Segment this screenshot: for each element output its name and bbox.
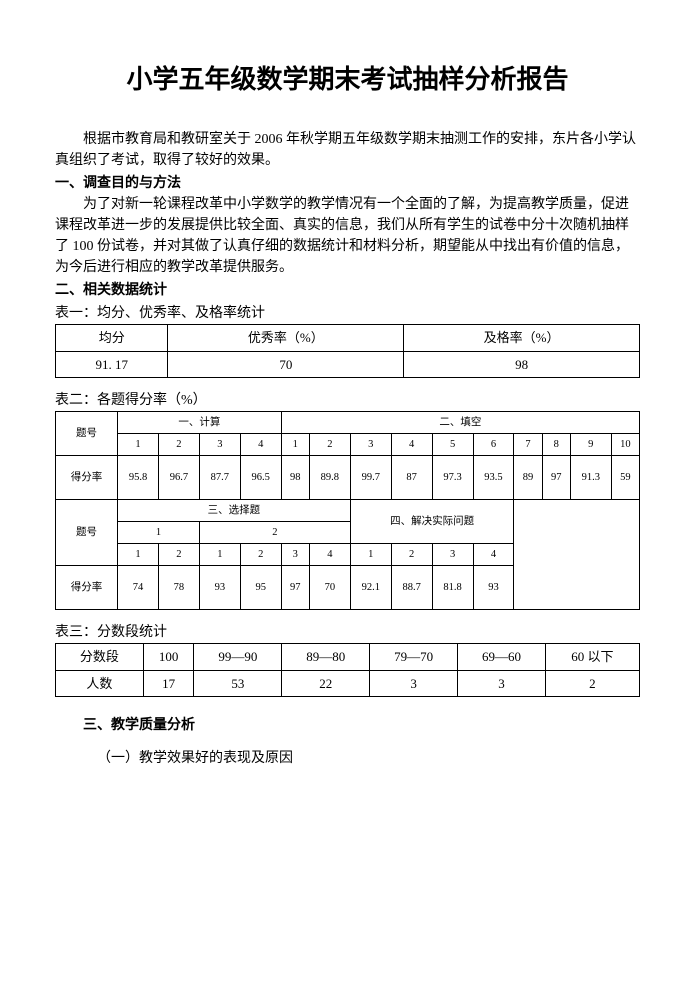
- table-row: 题号 一、计算 二、填空: [56, 412, 640, 434]
- th-avg: 均分: [56, 325, 168, 352]
- td-excellent: 70: [168, 351, 404, 378]
- intro-paragraph: 根据市教育局和教研室关于 2006 年秋学期五年级数学期末抽测工作的安排，东片各…: [55, 129, 640, 171]
- section1-body: 为了对新一轮课程改革中小学数学的教学情况有一个全面的了解，为提高教学质量，促进课…: [55, 194, 640, 278]
- group-calc: 一、计算: [118, 412, 282, 434]
- rowhead-scorerate2: 得分率: [56, 566, 118, 610]
- rowhead-scorerate: 得分率: [56, 456, 118, 500]
- table-row: 91. 17 70 98: [56, 351, 640, 378]
- table-row: 1 2 3 4 1 2 3 4 5 6 7 8 9 10: [56, 434, 640, 456]
- table3: 分数段 100 99—90 89—80 79—70 69—60 60 以下 人数…: [55, 643, 640, 697]
- table-row: 得分率 95.8 96.7 87.7 96.5 98 89.8 99.7 87 …: [56, 456, 640, 500]
- group-solve: 四、解决实际问题: [350, 500, 514, 544]
- td-avg: 91. 17: [56, 351, 168, 378]
- table-row: 均分 优秀率（%） 及格率（%）: [56, 325, 640, 352]
- th-pass: 及格率（%）: [404, 325, 640, 352]
- table1: 均分 优秀率（%） 及格率（%） 91. 17 70 98: [55, 324, 640, 378]
- group-choice: 三、选择题: [118, 500, 351, 522]
- section2-title: 二、相关数据统计: [55, 280, 640, 301]
- td-pass: 98: [404, 351, 640, 378]
- empty-cell: [514, 500, 640, 610]
- rowhead-questionno: 题号: [56, 412, 118, 456]
- rowhead-questionno2: 题号: [56, 500, 118, 566]
- th-excellent: 优秀率（%）: [168, 325, 404, 352]
- th-count: 人数: [56, 670, 144, 697]
- table-row: 人数 17 53 22 3 3 2: [56, 670, 640, 697]
- table2-caption: 表二：各题得分率（%）: [55, 390, 640, 411]
- section1-title: 一、调查目的与方法: [55, 173, 640, 194]
- group-fill: 二、填空: [281, 412, 639, 434]
- th-range: 分数段: [56, 644, 144, 671]
- page-title: 小学五年级数学期末考试抽样分析报告: [55, 60, 640, 99]
- table1-caption: 表一：均分、优秀率、及格率统计: [55, 303, 640, 324]
- table2: 题号 一、计算 二、填空 1 2 3 4 1 2 3 4 5 6 7 8 9 1…: [55, 411, 640, 610]
- table-row: 题号 三、选择题 四、解决实际问题: [56, 500, 640, 522]
- table-row: 分数段 100 99—90 89—80 79—70 69—60 60 以下: [56, 644, 640, 671]
- section3-sub1: （一）教学效果好的表现及原因: [55, 748, 640, 769]
- table3-caption: 表三：分数段统计: [55, 622, 640, 643]
- section3-title: 三、教学质量分析: [55, 715, 640, 736]
